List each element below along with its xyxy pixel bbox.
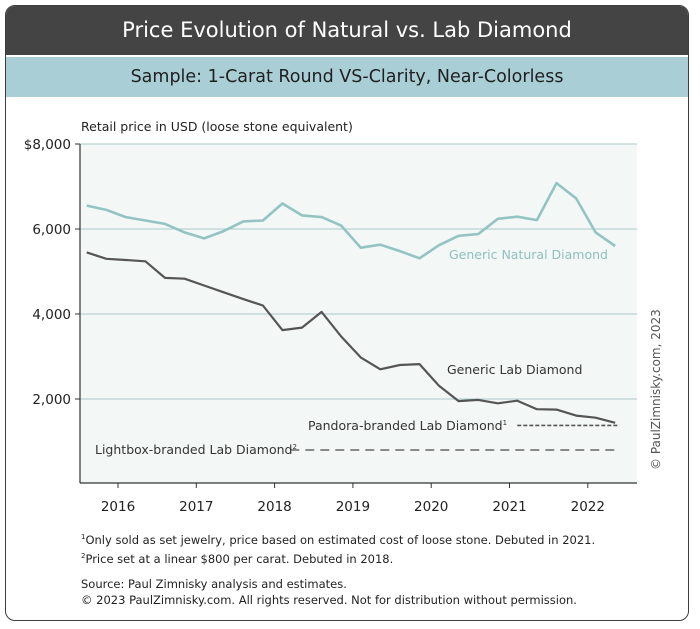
x-tick-label: 2021 [492, 499, 526, 515]
x-tick-label: 2018 [257, 499, 291, 515]
x-tick-label: 2019 [336, 499, 370, 515]
y-axis-label: Retail price in USD (loose stone equival… [81, 119, 353, 134]
footnotes: 1Only sold as set jewelry, price based o… [81, 529, 595, 567]
x-tick-label: 2020 [414, 499, 448, 515]
copyright-watermark: © PaulZimnisky.com, 2023 [649, 309, 663, 470]
x-tick-label: 2016 [101, 499, 135, 515]
source-line: Source: Paul Zimnisky analysis and estim… [81, 577, 347, 591]
y-tick-label: 2,000 [32, 392, 71, 408]
natural-diamond-line [86, 181, 616, 260]
copyright-line: © 2023 PaulZimnisky.com. All rights rese… [81, 592, 577, 607]
natural-diamond-label: Generic Natural Diamond [449, 247, 608, 262]
y-tick-label: 4,000 [32, 307, 71, 323]
footnote-2: 2Price set at a linear $800 per carat. D… [81, 548, 595, 567]
x-tick-label: 2017 [179, 499, 213, 515]
y-tick-label: 6,000 [32, 222, 71, 238]
x-tick-label: 2022 [571, 499, 605, 515]
footnote-1: 1Only sold as set jewelry, price based o… [81, 529, 595, 548]
source-note: Source: Paul Zimnisky analysis and estim… [81, 577, 577, 608]
lab-diamond-label: Generic Lab Diamond [447, 362, 582, 377]
footnote-1-text: Only sold as set jewelry, price based on… [85, 532, 596, 547]
chart-subtitle: Sample: 1-Carat Round VS-Clarity, Near-C… [6, 57, 688, 97]
lightbox-label-sup: 2 [292, 443, 296, 451]
pandora-label: Pandora-branded Lab Diamond1 [308, 418, 507, 433]
y-tick-label: $8,000 [24, 137, 71, 153]
pandora-label-sup: 1 [503, 419, 507, 427]
lightbox-label: Lightbox-branded Lab Diamond2 [95, 442, 297, 457]
lab-diamond-line [86, 251, 616, 424]
footnote-2-marker: 2 [81, 551, 86, 560]
chart-title: Price Evolution of Natural vs. Lab Diamo… [6, 6, 688, 55]
footnote-1-marker: 1 [81, 533, 86, 541]
footnote-2-text: Price set at a linear $800 per carat. De… [85, 551, 394, 566]
